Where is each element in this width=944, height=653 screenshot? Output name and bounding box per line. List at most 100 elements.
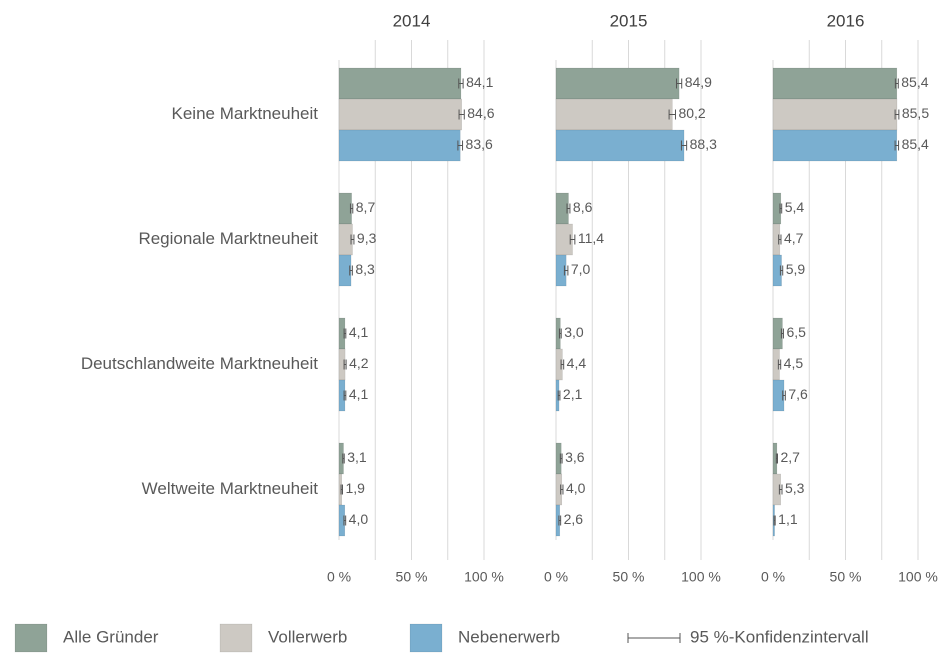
error-bar — [558, 515, 562, 526]
error-bar — [558, 328, 562, 339]
error-bar — [457, 140, 464, 151]
panel-title: 2015 — [610, 11, 648, 30]
value-label: 5,3 — [785, 480, 805, 496]
category-label: Keine Marktneuheit — [172, 104, 319, 123]
x-tick-label: 0 % — [327, 569, 351, 585]
value-label: 85,4 — [901, 74, 928, 90]
error-bar — [777, 359, 782, 370]
value-label: 11,4 — [578, 230, 604, 246]
legend-label: 95 %-Konfidenzintervall — [690, 627, 869, 646]
value-label: 85,4 — [902, 136, 929, 152]
panel-title: 2014 — [393, 11, 431, 30]
error-bar — [894, 109, 900, 120]
value-label: 4,1 — [349, 324, 369, 340]
value-label: 4,0 — [566, 480, 586, 496]
value-label: 1,9 — [345, 480, 365, 496]
error-bar — [560, 359, 565, 370]
error-bar — [779, 265, 784, 276]
value-label: 3,0 — [564, 324, 584, 340]
error-bar — [350, 234, 355, 245]
error-bar — [342, 453, 345, 464]
value-label: 3,1 — [347, 449, 367, 465]
value-label: 8,6 — [573, 199, 593, 215]
value-label: 84,6 — [467, 105, 494, 121]
x-tick-label: 50 % — [396, 569, 428, 585]
error-bar — [349, 265, 353, 276]
error-bar — [563, 265, 569, 276]
value-label: 3,6 — [565, 449, 585, 465]
value-label: 4,7 — [784, 230, 804, 246]
value-label: 9,3 — [357, 230, 377, 246]
error-bar — [569, 234, 576, 245]
error-bar — [778, 484, 783, 495]
value-label: 84,1 — [466, 74, 493, 90]
value-label: 83,6 — [466, 136, 493, 152]
value-label: 6,5 — [786, 324, 806, 340]
category-label: Regionale Marktneuheit — [138, 229, 318, 248]
legend-label: Alle Gründer — [63, 627, 159, 646]
bar — [772, 98, 898, 131]
value-label: 4,0 — [349, 511, 369, 527]
error-bar — [778, 234, 782, 245]
legend-label: Vollerwerb — [268, 627, 347, 646]
error-bar — [343, 515, 347, 526]
legend-error-symbol — [627, 633, 681, 643]
value-label: 7,6 — [788, 386, 808, 402]
value-label: 88,3 — [690, 136, 717, 152]
value-label: 7,0 — [571, 261, 591, 277]
value-label: 2,6 — [564, 511, 584, 527]
bar — [772, 67, 898, 100]
bar — [555, 98, 673, 131]
error-bar — [343, 359, 347, 370]
x-tick-label: 100 % — [898, 569, 938, 585]
bar — [338, 129, 461, 162]
error-bar — [894, 140, 900, 151]
error-bar — [343, 328, 347, 339]
value-label: 4,2 — [349, 355, 369, 371]
panel-title: 2016 — [827, 11, 865, 30]
error-bar — [557, 390, 561, 401]
value-label: 1,1 — [778, 511, 798, 527]
value-label: 4,1 — [349, 386, 369, 402]
bar — [772, 129, 898, 162]
x-tick-label: 100 % — [464, 569, 504, 585]
legend-swatch — [14, 623, 48, 653]
category-label: Weltweite Marktneuheit — [142, 479, 319, 498]
error-bar — [675, 78, 683, 89]
error-bar — [775, 453, 778, 464]
value-label: 85,5 — [902, 105, 929, 121]
error-bar — [349, 203, 354, 214]
bar — [338, 67, 462, 100]
error-bar — [566, 203, 571, 214]
error-bar — [560, 484, 564, 495]
value-label: 5,9 — [786, 261, 806, 277]
error-bar — [782, 390, 786, 401]
x-tick-label: 0 % — [544, 569, 568, 585]
value-label: 8,7 — [356, 199, 376, 215]
error-bar — [458, 78, 464, 89]
error-bar — [779, 203, 783, 214]
bar — [338, 254, 352, 287]
bar — [338, 223, 353, 256]
value-label: 2,7 — [780, 449, 800, 465]
error-bar — [559, 453, 563, 464]
x-tick-label: 50 % — [613, 569, 645, 585]
legend-swatch — [219, 623, 253, 653]
x-tick-label: 0 % — [761, 569, 785, 585]
error-bar — [458, 109, 465, 120]
legend-label: Nebenerwerb — [458, 627, 560, 646]
error-bar — [340, 484, 343, 495]
error-bar — [668, 109, 676, 120]
x-tick-label: 100 % — [681, 569, 721, 585]
bar — [555, 129, 685, 162]
bar — [555, 67, 680, 100]
value-label: 2,1 — [563, 386, 583, 402]
bar — [338, 98, 462, 131]
value-label: 4,4 — [567, 355, 587, 371]
error-bar — [773, 515, 776, 526]
category-label: Deutschlandweite Marktneuheit — [81, 354, 318, 373]
value-label: 80,2 — [678, 105, 705, 121]
value-label: 5,4 — [785, 199, 805, 215]
